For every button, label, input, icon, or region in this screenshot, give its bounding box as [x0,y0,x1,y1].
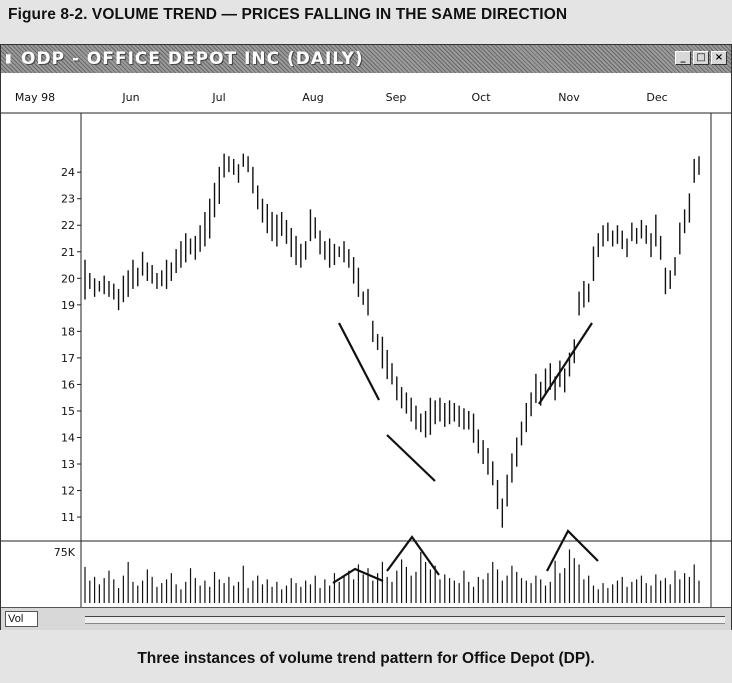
maximize-button[interactable]: □ [693,51,709,65]
chart-window: ▮ ODP - OFFICE DEPOT INC (DAILY) _ □ × 7… [0,44,732,630]
x-tick-label: May 98 [15,91,55,104]
minimize-icon: _ [680,52,686,63]
y-tick-label: 23 [61,193,75,206]
close-button[interactable]: × [711,51,727,65]
volume-trend-line-1 [332,567,384,584]
y-tick-label: 16 [61,378,75,391]
x-tick-label: Nov [558,91,580,104]
volume-tab[interactable]: Vol [5,611,39,627]
price-trend-line-3 [538,322,593,405]
x-axis-ticks: May 98 Jun Jul Aug Sep Oct Nov Dec [15,91,668,104]
price-trend-line-2 [386,434,436,482]
y-tick-label: 11 [61,511,75,524]
trend-annotations [332,322,599,584]
figure-title: Figure 8-2. VOLUME TREND — PRICES FALLIN… [8,6,568,23]
y-tick-label: 15 [61,405,75,418]
y-tick-label: 21 [61,246,75,259]
minimize-button[interactable]: _ [675,51,691,65]
figure-caption: Three instances of volume trend pattern … [137,650,595,667]
x-tick-label: Jul [211,91,225,104]
x-tick-label: Oct [471,91,491,104]
y-tick-label: 20 [61,272,75,285]
y-tick-label: 22 [61,219,75,232]
close-icon: × [714,52,724,63]
status-bar: Vol [1,607,731,630]
y-tick-label: 24 [61,166,75,179]
x-tick-label: Sep [386,91,407,104]
y-tick-label: 19 [61,299,75,312]
date-scrollbar[interactable] [85,616,725,624]
y-tick-label: 18 [61,325,75,338]
volume-trend-line-2 [386,535,440,576]
window-titlebar[interactable]: ▮ ODP - OFFICE DEPOT INC (DAILY) _ □ × [1,45,731,73]
maximize-icon: □ [696,52,706,63]
y-tick-label: 12 [61,485,75,498]
price-trend-line-1 [338,322,380,401]
volume-bars [84,549,700,603]
volume-trend-line-3 [546,529,599,572]
app-icon[interactable]: ▮ [5,51,12,65]
y-tick-label: 17 [61,352,75,365]
window-controls: _ □ × [675,51,727,65]
y-tick-label: 14 [61,431,75,444]
price-volume-chart: 75K May 98 Jun Jul Aug Sep Oct Nov Dec 11 12 13 14… [1,73,731,607]
price-bars [84,153,700,528]
x-tick-label: Aug [302,91,323,104]
y-axis-ticks: 11 12 13 14 15 16 17 18 19 20 21 22 23 24 [61,166,81,524]
x-tick-label: Jun [121,91,139,104]
chart-background [1,73,731,607]
x-tick-label: Dec [646,91,667,104]
window-title: ODP - OFFICE DEPOT INC (DAILY) [21,49,364,69]
volume-scale-label: 75K [54,546,76,559]
y-tick-label: 13 [61,458,75,471]
